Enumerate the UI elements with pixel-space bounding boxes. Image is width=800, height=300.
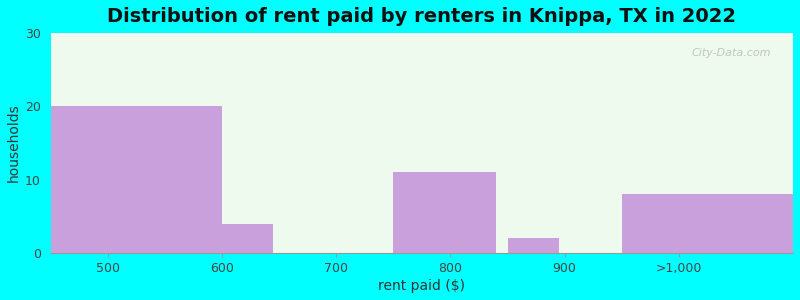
Bar — [50, 106, 222, 253]
Y-axis label: households: households — [7, 103, 21, 182]
Title: Distribution of rent paid by renters in Knippa, TX in 2022: Distribution of rent paid by renters in … — [107, 7, 736, 26]
Bar — [622, 194, 793, 253]
Bar — [507, 238, 559, 253]
X-axis label: rent paid ($): rent paid ($) — [378, 279, 466, 293]
Text: City-Data.com: City-Data.com — [691, 48, 770, 59]
Bar — [394, 172, 496, 253]
Bar — [222, 224, 274, 253]
